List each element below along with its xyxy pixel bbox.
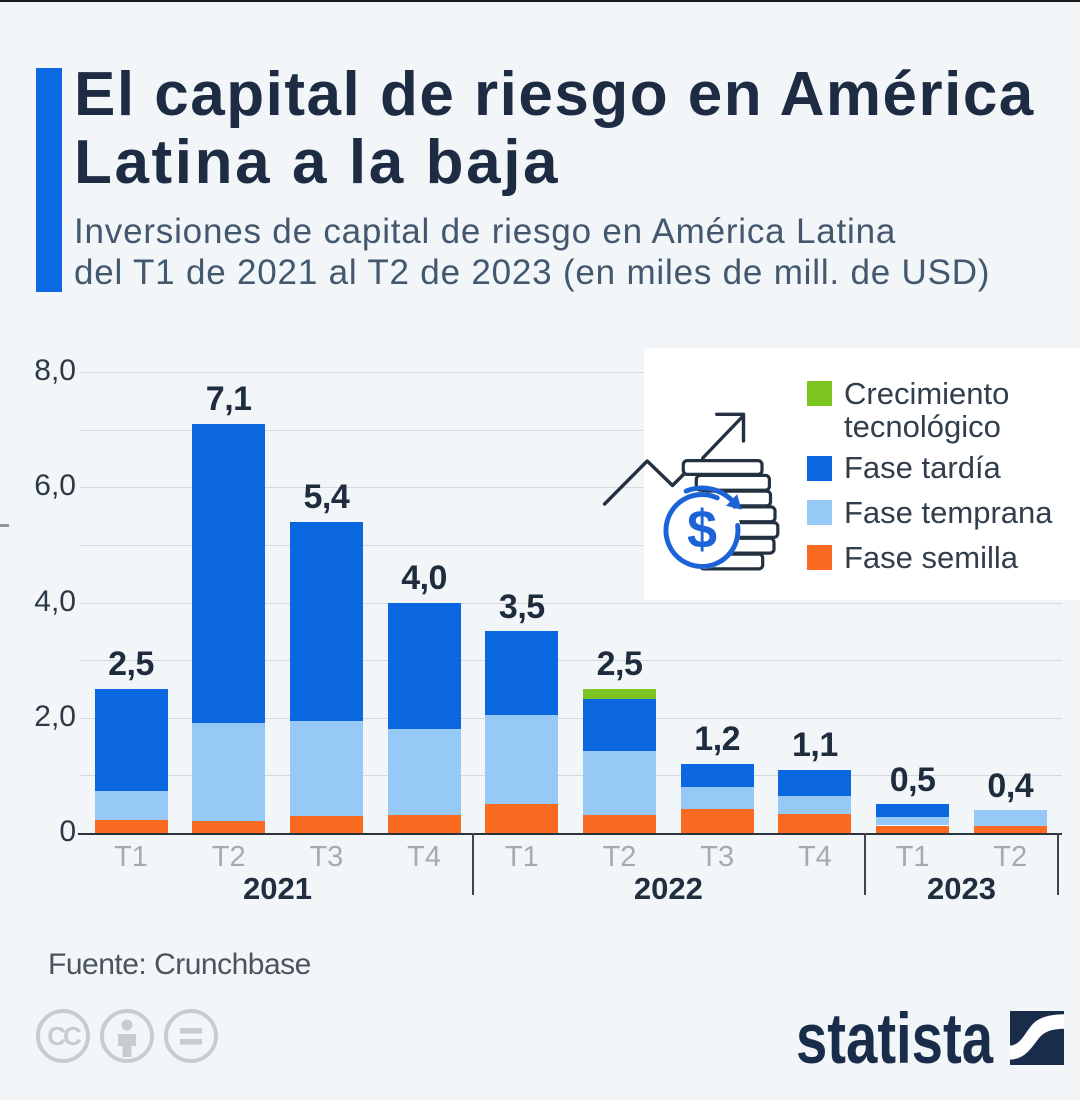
svg-text:$: $ xyxy=(687,500,717,560)
svg-text:statista: statista xyxy=(796,1000,993,1079)
svg-text:CC: CC xyxy=(47,1021,82,1051)
